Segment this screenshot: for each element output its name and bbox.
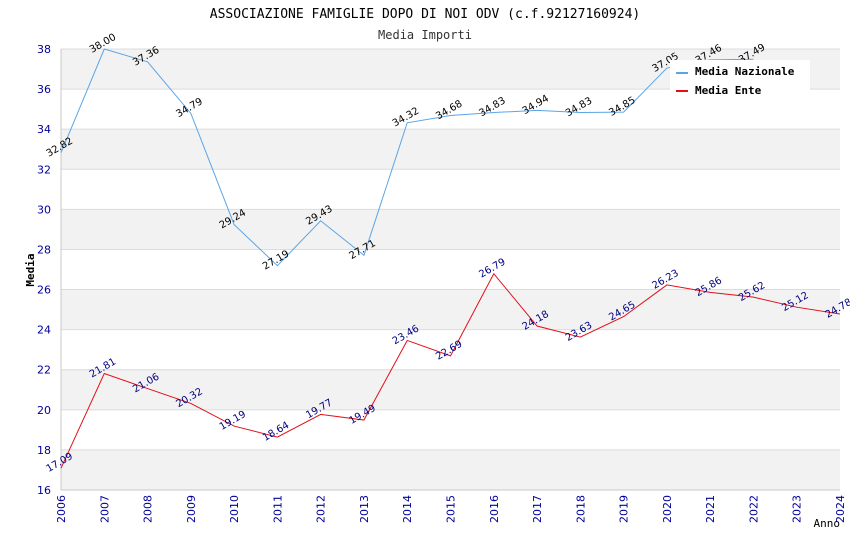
x-tick-label: 2010 bbox=[228, 495, 241, 523]
x-tick-label: 2012 bbox=[315, 495, 328, 523]
x-tick-label: 2013 bbox=[358, 495, 371, 523]
y-tick-labels: 16 18 20 22 24 26 28 30 32 34 36 38 bbox=[37, 43, 51, 497]
series-line-nazionale bbox=[60, 48, 754, 267]
y-tick-label: 32 bbox=[37, 163, 51, 176]
grid-band bbox=[61, 169, 840, 210]
x-tick-label: 2008 bbox=[142, 495, 155, 523]
y-tick-label: 22 bbox=[37, 364, 51, 377]
grid-band bbox=[61, 249, 840, 290]
y-axis-label: Media bbox=[24, 253, 37, 286]
grid-band bbox=[61, 449, 840, 490]
grid-bands bbox=[61, 49, 840, 490]
grid-band bbox=[61, 129, 840, 170]
legend-label-nazionale: Media Nazionale bbox=[695, 65, 795, 78]
x-tick-label: 2007 bbox=[98, 495, 111, 523]
y-tick-label: 18 bbox=[37, 444, 51, 457]
y-tick-label: 34 bbox=[37, 123, 51, 136]
x-tick-label: 2020 bbox=[661, 495, 674, 523]
grid-band bbox=[61, 289, 840, 330]
chart-title: ASSOCIAZIONE FAMIGLIE DOPO DI NOI ODV (c… bbox=[210, 7, 640, 22]
x-tick-label: 2024 bbox=[834, 495, 847, 523]
x-tick-label: 2011 bbox=[271, 495, 284, 523]
x-tick-labels: 2006 2007 2008 2009 2010 2011 2012 2013 2014 2015… bbox=[55, 495, 847, 523]
chart-subtitle: Media Importi bbox=[378, 28, 472, 42]
grid-band bbox=[61, 409, 840, 450]
x-tick-label: 2018 bbox=[574, 495, 587, 523]
legend-label-ente: Media Ente bbox=[695, 84, 762, 97]
axes bbox=[60, 49, 840, 491]
grid-band bbox=[61, 329, 840, 370]
legend: Media Nazionale Media Ente bbox=[670, 60, 810, 102]
x-tick-label: 2014 bbox=[401, 495, 414, 523]
legend-box bbox=[670, 60, 810, 102]
x-tick-label: 2022 bbox=[747, 495, 760, 523]
y-tick-label: 38 bbox=[37, 43, 51, 56]
x-tick-label: 2016 bbox=[488, 495, 501, 523]
y-tick-label: 26 bbox=[37, 284, 51, 297]
x-tick-label: 2006 bbox=[55, 495, 68, 523]
x-axis-label: Anno bbox=[814, 517, 841, 530]
series-lines bbox=[60, 48, 841, 469]
y-tick-label: 28 bbox=[37, 243, 51, 256]
x-tick-label: 2009 bbox=[185, 495, 198, 523]
x-tick-label: 2017 bbox=[531, 495, 544, 523]
y-tick-label: 30 bbox=[37, 203, 51, 216]
y-tick-label: 16 bbox=[37, 484, 51, 497]
x-tick-label: 2019 bbox=[618, 495, 631, 523]
x-tick-label: 2021 bbox=[704, 495, 717, 523]
y-tick-label: 24 bbox=[37, 324, 51, 337]
y-tick-label: 36 bbox=[37, 83, 51, 96]
series-line-ente bbox=[60, 272, 841, 469]
x-tick-label: 2015 bbox=[445, 495, 458, 523]
grid-band bbox=[61, 209, 840, 250]
x-tick-label: 2023 bbox=[791, 495, 804, 523]
y-tick-label: 20 bbox=[37, 404, 51, 417]
